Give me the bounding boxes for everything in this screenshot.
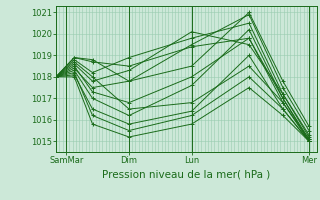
X-axis label: Pression niveau de la mer( hPa ): Pression niveau de la mer( hPa ) <box>102 169 270 179</box>
